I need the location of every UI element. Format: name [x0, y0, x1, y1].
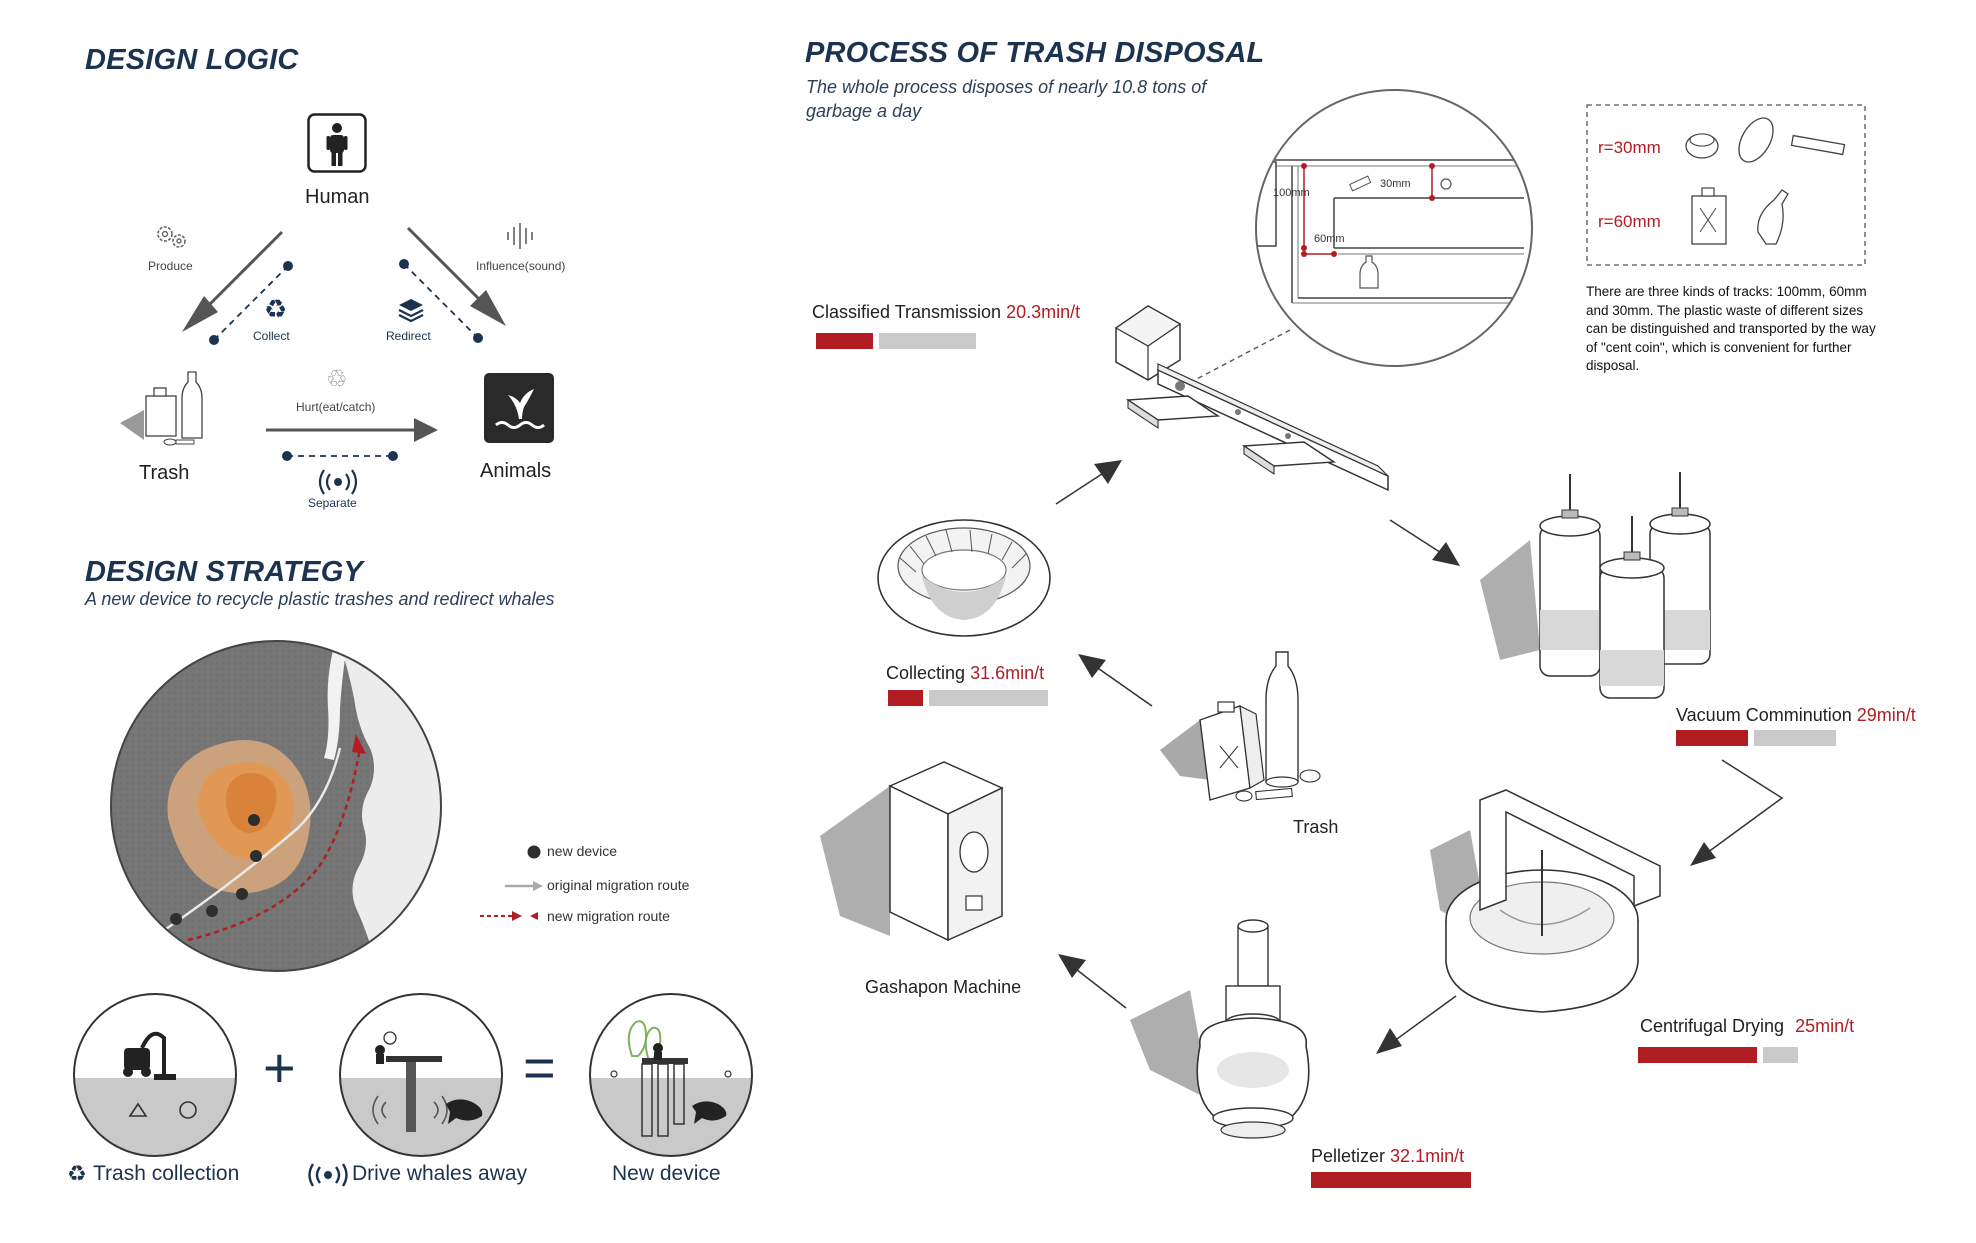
step-rate: 25min/t	[1795, 1016, 1855, 1036]
produce-label: Produce	[148, 259, 193, 273]
progress-fill	[1311, 1172, 1471, 1188]
human-icon	[307, 113, 367, 173]
progress-remainder	[1754, 730, 1836, 746]
track-100mm: 100mm	[1273, 187, 1310, 199]
step-progress-bar	[816, 333, 976, 349]
gashapon-label: Gashapon Machine	[865, 977, 1022, 997]
process-title: PROCESS OF TRASH DISPOSAL	[805, 37, 1265, 69]
centrifugal-dryer	[1430, 789, 1661, 1013]
progress-fill	[1638, 1047, 1757, 1063]
redirect-label: Redirect	[386, 329, 431, 343]
whale-tail-icon	[484, 373, 554, 443]
collect-label: Collect	[253, 329, 290, 343]
process-subtitle-line2: garbage a day	[806, 101, 922, 121]
step-rate: 29min/t	[1856, 705, 1916, 725]
gears-icon	[157, 226, 186, 248]
new-device-label: New device	[612, 1162, 721, 1185]
trash-collection-circle	[73, 993, 237, 1157]
drive-whales-circle	[339, 993, 503, 1157]
progress-remainder	[879, 333, 976, 349]
new-device-circle	[589, 993, 753, 1157]
vacuum-comminution-tanks	[1480, 472, 1711, 699]
step-pelletizer: Pelletizer 32.1min/t	[1311, 1146, 1464, 1167]
step-progress-bar	[1676, 730, 1836, 746]
animals-label: Animals	[480, 460, 552, 482]
wireless-small-icon	[308, 1163, 348, 1187]
hurt-label: Hurt(eat/catch)	[296, 400, 376, 414]
track-detail-circle	[1255, 89, 1533, 367]
collecting-bowl	[877, 519, 1051, 637]
legend-original-route: original migration route	[547, 877, 690, 893]
ocean-map	[110, 640, 442, 972]
layers-icon	[398, 299, 424, 323]
step-centrifugal-drying: Centrifugal Drying 25min/t	[1640, 1016, 1854, 1037]
influence-label: Influence(sound)	[476, 259, 566, 273]
legend-new-device-icon	[527, 845, 541, 859]
hurt-icon: ♲	[326, 366, 348, 393]
step-progress-bar	[1311, 1172, 1471, 1188]
separate-label: Separate	[308, 496, 357, 510]
legend-new-device: new device	[547, 843, 618, 859]
step-name: Classified Transmission	[812, 302, 1002, 322]
step-classified-transmission: Classified Transmission 20.3min/t	[812, 302, 1080, 323]
legend-original-route-icon	[505, 881, 543, 891]
progress-fill	[888, 690, 923, 706]
equals-sign: =	[523, 1036, 556, 1099]
legend-new-route: new migration route	[547, 908, 670, 924]
wireless-signal-icon	[318, 469, 358, 495]
logic-arrows	[182, 226, 506, 461]
design-logic-title: DESIGN LOGIC	[85, 44, 299, 76]
process-subtitle-line1: The whole process disposes of nearly 10.…	[806, 77, 1207, 97]
step-name: Vacuum Comminution	[1676, 705, 1852, 725]
gashapon-machine	[820, 761, 1004, 942]
legend-new-route-icon	[480, 911, 538, 921]
center-trash-label: Trash	[1293, 817, 1339, 837]
track-60mm: 60mm	[1314, 233, 1345, 245]
track-note: There are three kinds of tracks: 100mm, …	[1586, 284, 1876, 373]
step-rate: 32.1min/t	[1390, 1146, 1465, 1166]
step-progress-bar	[888, 690, 1048, 706]
center-trash-items	[1160, 651, 1321, 802]
recycle-small-icon: ♻	[67, 1161, 87, 1186]
progress-remainder	[1763, 1047, 1798, 1063]
trash-sketch-icon	[120, 371, 203, 446]
step-name: Centrifugal Drying	[1640, 1016, 1785, 1036]
progress-fill	[816, 333, 873, 349]
design-strategy-subtitle: A new device to recycle plastic trashes …	[85, 589, 555, 609]
track-30mm: 30mm	[1380, 178, 1411, 190]
progress-fill	[1676, 730, 1748, 746]
step-progress-bar	[1638, 1047, 1798, 1063]
size-r60: r=60mm	[1598, 212, 1661, 231]
step-collecting: Collecting 31.6min/t	[886, 663, 1044, 684]
step-rate: 20.3min/t	[1006, 302, 1081, 322]
trash-label: Trash	[139, 462, 190, 484]
step-name: Collecting	[886, 663, 966, 683]
soundwave-icon	[507, 223, 533, 249]
human-label: Human	[305, 186, 370, 208]
size-r30: r=30mm	[1598, 138, 1661, 157]
trash-collection-label: Trash collection	[93, 1162, 240, 1185]
step-vacuum-comminution: Vacuum Comminution 29min/t	[1676, 705, 1916, 726]
plus-sign: +	[263, 1036, 296, 1099]
pelletizer	[1130, 919, 1310, 1139]
step-name: Pelletizer	[1311, 1146, 1386, 1166]
progress-remainder	[929, 690, 1048, 706]
drive-whales-label: Drive whales away	[352, 1162, 528, 1185]
recycle-icon: ♻	[264, 294, 288, 324]
design-strategy-title: DESIGN STRATEGY	[85, 556, 363, 588]
size-reference-box	[1586, 104, 1866, 266]
step-rate: 31.6min/t	[970, 663, 1045, 683]
classified-transmission-machine	[1114, 305, 1389, 492]
